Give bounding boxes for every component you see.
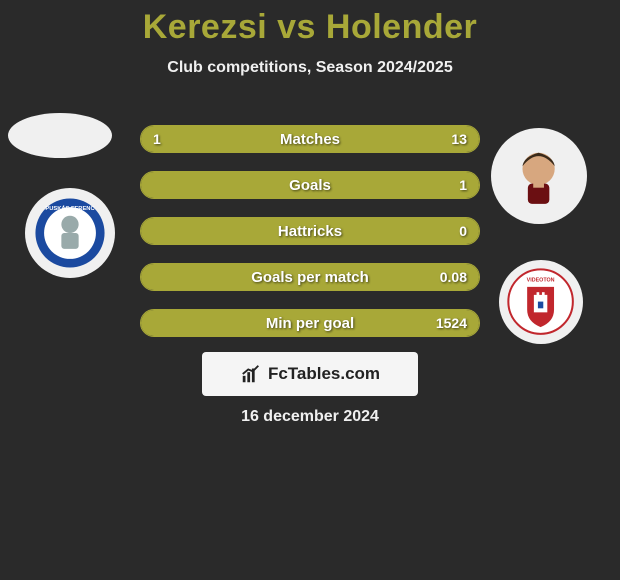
- stat-row: Goals per match0.08: [140, 263, 480, 291]
- stat-row: Matches1 13: [140, 125, 480, 153]
- date-text: 16 december 2024: [0, 408, 620, 426]
- club-left-icon: PUSKÁS FERENC: [34, 197, 106, 269]
- comparison-card: Kerezsi vs Holender Club competitions, S…: [0, 0, 620, 580]
- svg-text:PUSKÁS FERENC: PUSKÁS FERENC: [45, 205, 94, 212]
- stats-bars: Matches113Goals1Hattricks0Goals per matc…: [140, 125, 480, 355]
- stat-label: Goals per match: [141, 264, 479, 290]
- stat-value-right: 0.08: [440, 264, 467, 290]
- stat-value-right: 1: [459, 172, 467, 198]
- stat-row: Min per goal1524: [140, 309, 480, 337]
- player-right-icon: [505, 142, 572, 209]
- club-left-badge: PUSKÁS FERENC: [25, 188, 115, 278]
- branding-text: FcTables.com: [268, 364, 380, 384]
- stat-value-right: 1524: [436, 310, 467, 336]
- stat-value-right: 0: [459, 218, 467, 244]
- player-right-avatar: [491, 128, 587, 224]
- stat-row: Goals1: [140, 171, 480, 199]
- page-subtitle: Club competitions, Season 2024/2025: [0, 59, 620, 77]
- stat-label: Hattricks: [141, 218, 479, 244]
- stat-label: Goals: [141, 172, 479, 198]
- branding-badge[interactable]: FcTables.com: [202, 352, 418, 396]
- stat-label: Matches: [141, 126, 479, 152]
- stat-label: Min per goal: [141, 310, 479, 336]
- svg-text:VIDEOTON: VIDEOTON: [527, 278, 555, 284]
- stat-value-right: 13: [451, 126, 467, 152]
- stat-value-left: 1: [153, 126, 161, 152]
- club-right-icon: VIDEOTON: [507, 268, 574, 335]
- club-right-badge: VIDEOTON: [499, 260, 583, 344]
- chart-icon: [240, 363, 262, 385]
- player-left-avatar: [8, 113, 112, 158]
- stat-row: Hattricks0: [140, 217, 480, 245]
- page-title: Kerezsi vs Holender: [0, 8, 620, 47]
